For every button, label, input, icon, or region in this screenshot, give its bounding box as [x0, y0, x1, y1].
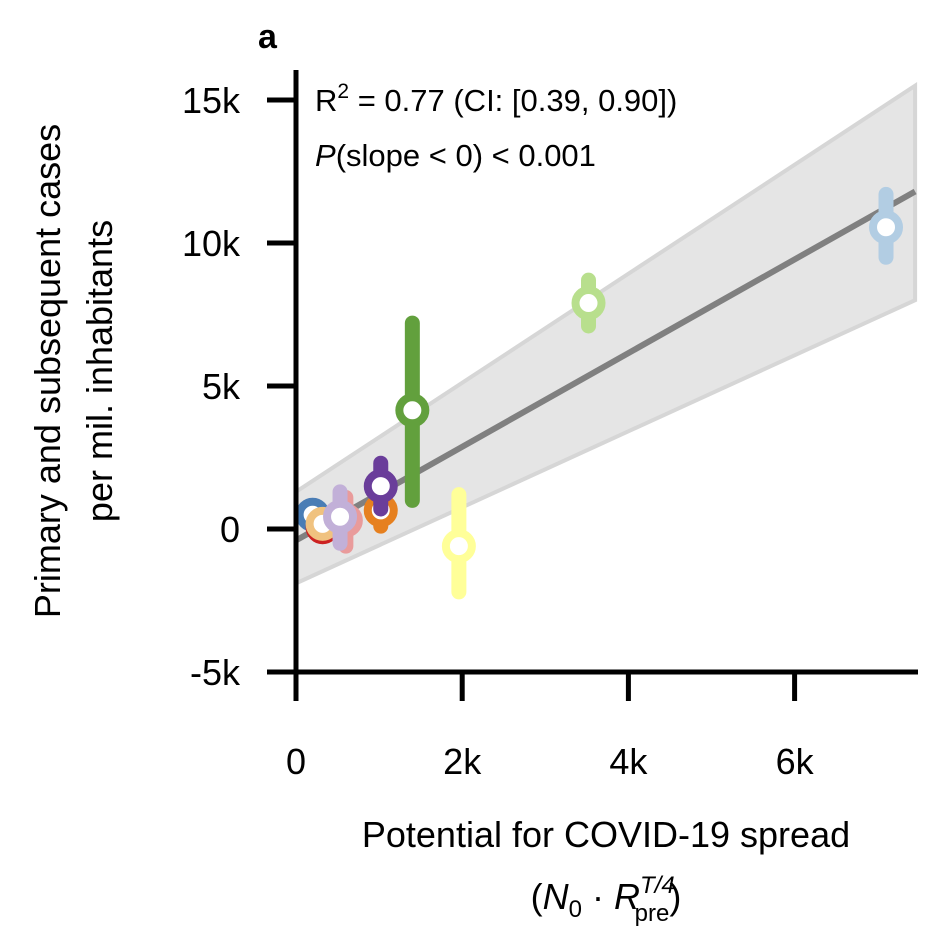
y-tick-label: -5k — [190, 652, 241, 693]
panel-label: a — [258, 18, 278, 56]
r2-prefix: R — [315, 83, 337, 118]
point-marker — [323, 499, 358, 534]
x-axis-title-line2: (N0 · RT/4 pre) — [531, 872, 682, 927]
y-axis-title-line1: Primary and subsequent cases — [27, 124, 68, 618]
regression-line — [294, 188, 917, 544]
data-point-yellow — [441, 487, 476, 600]
xlabel-R-subscript: pre — [635, 900, 670, 927]
x-tick-label: 6k — [776, 741, 815, 782]
r2-text: = 0.77 (CI: [0.39, 0.90]) — [349, 83, 677, 118]
xlabel-N: N — [543, 876, 570, 917]
point-marker — [363, 469, 398, 504]
point-marker — [869, 210, 904, 245]
p-annotation: P(slope < 0) < 0.001 — [315, 138, 596, 173]
y-tick-label: 5k — [202, 366, 241, 407]
data-points — [295, 186, 904, 600]
data-point-purple — [363, 455, 398, 517]
y-axis-title-line2: per mil. inhabitants — [79, 220, 120, 522]
p-text: (slope < 0) < 0.001 — [336, 138, 596, 173]
x-tick-label: 4k — [609, 741, 648, 782]
xlabel-dot: · — [582, 876, 614, 917]
point-marker — [441, 529, 476, 564]
regression-line-path — [294, 188, 917, 544]
data-point-light-green — [571, 272, 606, 334]
r2-superscript: 2 — [337, 80, 349, 103]
xlabel-R: R — [614, 876, 640, 917]
x-tick-label: 2k — [443, 741, 482, 782]
y-tick-label: 15k — [182, 80, 241, 121]
y-ticks: -5k 0 5k 10k 15k — [182, 80, 296, 693]
r2-annotation: R2 = 0.77 (CI: [0.39, 0.90]) — [315, 80, 677, 118]
x-tick-label: 0 — [286, 741, 306, 782]
p-symbol: P — [315, 138, 336, 173]
xlabel-R-superscript: T/4 — [640, 872, 675, 899]
xlabel-open-paren: ( — [531, 876, 543, 917]
xlabel-N-subscript: 0 — [569, 896, 582, 923]
y-tick-label: 10k — [182, 223, 241, 264]
data-point-lavender — [323, 484, 358, 551]
data-point-green — [395, 315, 430, 508]
xlabel-close-paren: ) — [669, 876, 681, 917]
x-axis-title-line1: Potential for COVID-19 spread — [362, 814, 850, 855]
x-ticks: 0 2k 4k 6k — [286, 672, 815, 782]
data-point-light-blue — [869, 186, 904, 265]
point-marker — [395, 393, 430, 428]
point-marker — [571, 286, 606, 321]
y-tick-label: 0 — [220, 509, 240, 550]
